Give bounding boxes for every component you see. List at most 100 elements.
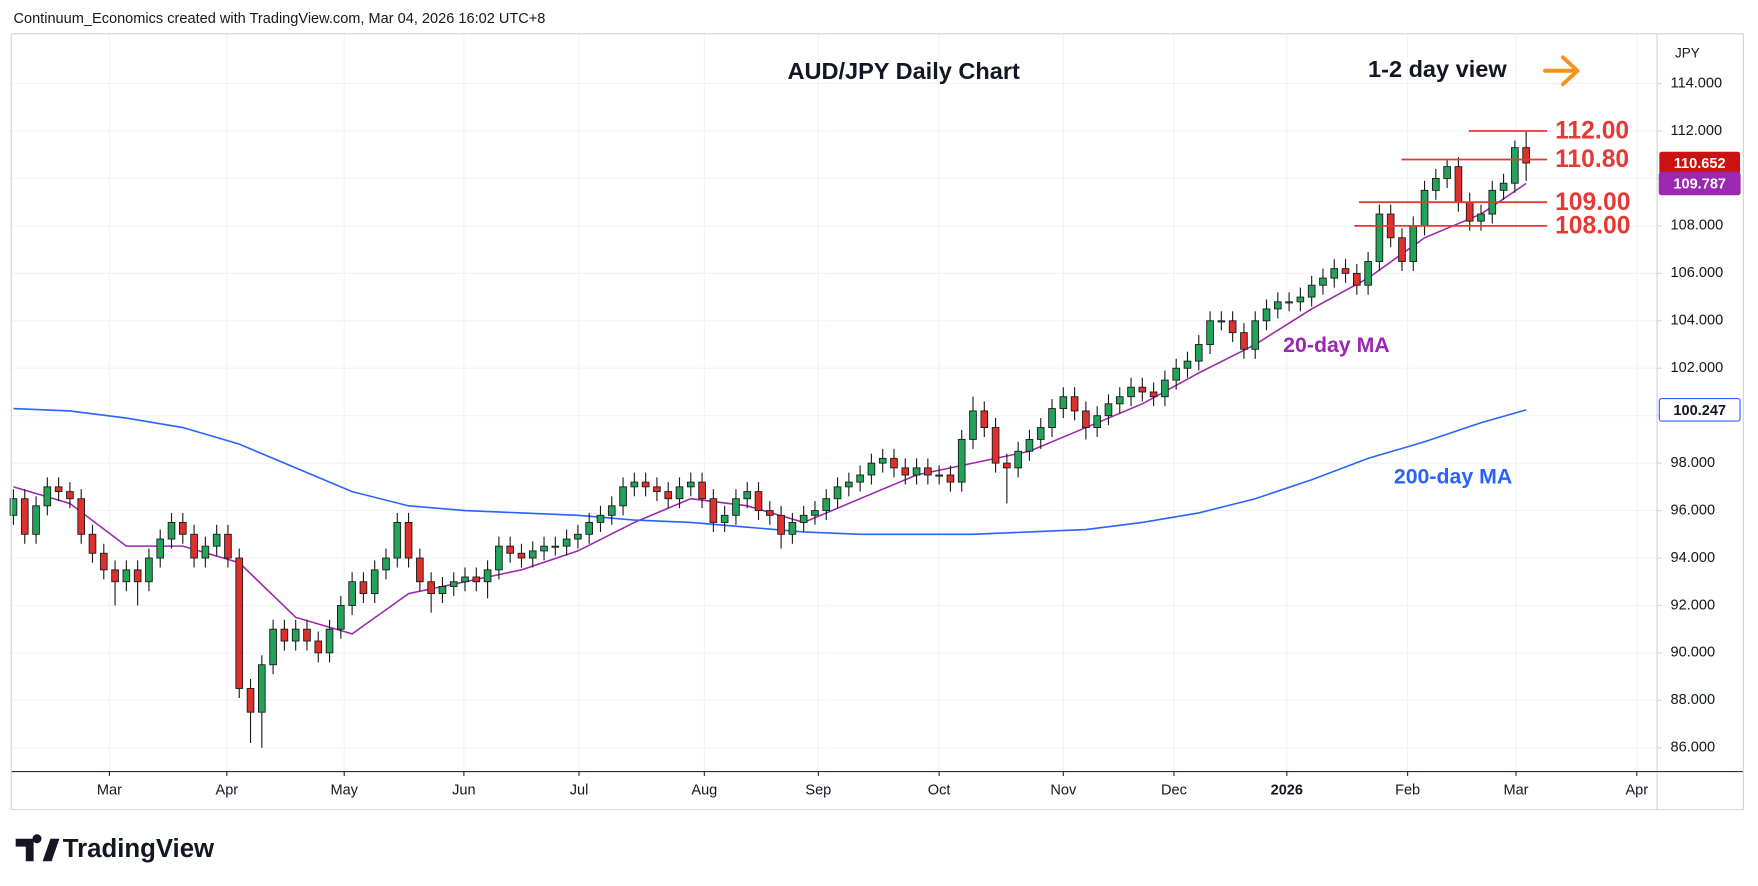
candle-body — [1014, 450, 1022, 469]
candle-body — [156, 538, 165, 559]
candle-body — [404, 521, 413, 559]
candle-body — [935, 474, 943, 477]
candle-body — [269, 628, 277, 666]
candle-body — [43, 486, 52, 507]
candle-body — [54, 486, 63, 493]
candle-body — [664, 491, 673, 500]
candle-body — [675, 486, 684, 500]
candle-body — [1217, 320, 1226, 323]
candle-body — [506, 545, 514, 554]
candle-body — [856, 474, 864, 483]
candle-body — [1273, 301, 1282, 310]
candle-body — [743, 491, 752, 500]
candle-body — [1003, 462, 1011, 469]
candle-body — [1194, 344, 1203, 362]
candle-body — [280, 628, 289, 642]
candle-body — [1285, 301, 1293, 304]
candle-body — [596, 514, 605, 523]
x-tick-label: Jul — [570, 782, 589, 798]
candle-body — [619, 486, 627, 507]
y-tick-label: 104.000 — [1671, 313, 1724, 329]
candle-body — [1115, 396, 1124, 405]
candle-body — [1375, 213, 1384, 262]
last-price-label: 110.652 — [1674, 156, 1726, 172]
x-tick-label: Sep — [805, 782, 831, 798]
candle-body — [732, 498, 740, 516]
candle-body — [9, 498, 18, 516]
level-label: 110.80 — [1555, 146, 1629, 173]
candle-body — [258, 664, 266, 713]
subtitle: 1-2 day view — [1368, 56, 1507, 82]
candle-body — [1127, 386, 1135, 398]
tradingview-logo: TradingView — [15, 834, 215, 863]
candle-body — [303, 628, 311, 642]
y-tick-label: 98.000 — [1671, 455, 1716, 471]
candle-body — [1206, 320, 1214, 345]
chart-title: AUD/JPY Daily Chart — [787, 58, 1020, 84]
candle-body — [133, 569, 142, 583]
axes: 86.000 88.000 90.000 92.000 94.000 96.000 98.0… — [97, 75, 1741, 798]
candle-body — [765, 510, 774, 516]
x-tick-label: Aug — [691, 782, 717, 798]
candle-body — [483, 569, 492, 583]
level-label: 108.00 — [1555, 213, 1630, 240]
candle-body — [946, 474, 955, 483]
arrow — [1543, 55, 1580, 87]
y-tick-label: 90.000 — [1671, 645, 1716, 661]
candle-body — [1149, 391, 1158, 398]
candle-body — [585, 521, 594, 535]
candle-body — [1353, 272, 1361, 286]
candle-body — [32, 505, 40, 535]
candle-body — [246, 688, 255, 713]
candle-body — [1398, 237, 1406, 262]
grid — [11, 33, 1658, 772]
candle-body — [1420, 189, 1429, 227]
y-tick-label: 86.000 — [1671, 740, 1716, 756]
candle-body — [799, 514, 808, 523]
candle-body — [980, 410, 989, 428]
candle-body — [1240, 332, 1248, 350]
candle-body — [145, 557, 153, 583]
x-tick-label: Dec — [1161, 782, 1187, 798]
candle-body — [314, 640, 323, 654]
x-tick-label: Apr — [1625, 782, 1648, 798]
candle-body — [1499, 182, 1508, 191]
moving-average — [13, 407, 1527, 536]
y-tick-label: 106.000 — [1671, 265, 1724, 281]
candle-body — [1330, 268, 1339, 279]
candle-body — [1228, 320, 1237, 334]
candle-body — [1341, 268, 1350, 274]
candle-body — [325, 628, 334, 654]
candle-body — [359, 581, 368, 595]
ma-price-tag — [1658, 171, 1741, 196]
candle-body — [1432, 178, 1440, 191]
candle-body — [822, 498, 831, 512]
candle-body — [901, 467, 910, 476]
y-tick-label: 102.000 — [1671, 360, 1724, 376]
x-tick-label: Jun — [452, 782, 475, 798]
x-tick-label: Oct — [928, 782, 951, 798]
candle-body — [461, 576, 469, 583]
candle-body — [912, 467, 921, 476]
candle-body — [878, 457, 887, 464]
x-tick-label: Apr — [215, 782, 238, 798]
moving-average — [13, 182, 1527, 635]
x-tick-label: Mar — [1503, 782, 1528, 798]
x-tick-label: Nov — [1050, 782, 1077, 798]
candle-body — [1093, 415, 1101, 428]
candle-body — [1138, 386, 1147, 393]
candle-body — [777, 514, 785, 535]
candle-body — [641, 481, 650, 488]
x-tick-label: May — [330, 782, 358, 798]
candle-body — [66, 491, 74, 500]
candle-body — [370, 569, 379, 595]
candle-body — [235, 557, 244, 689]
candle-body — [449, 581, 458, 587]
candle-body — [1307, 284, 1316, 298]
candle-body — [890, 457, 898, 469]
candle-body — [1465, 201, 1474, 222]
y-tick-label: 96.000 — [1671, 502, 1716, 518]
y-tick-label: 112.000 — [1671, 123, 1723, 139]
